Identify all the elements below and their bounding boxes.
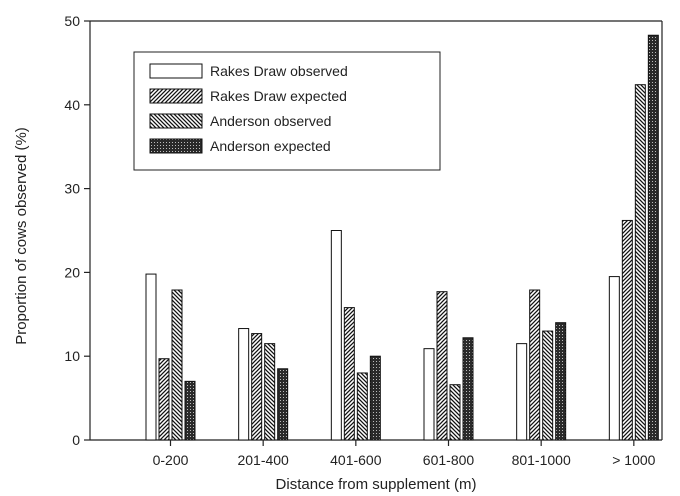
legend-items: Rakes Draw observed Rakes Draw expected An… bbox=[149, 63, 348, 154]
bar-1-4 bbox=[423, 348, 435, 441]
bar-4-4 bbox=[462, 337, 474, 441]
bar-1-3 bbox=[330, 230, 342, 441]
legend: Rakes Draw observed Rakes Draw expected An… bbox=[133, 51, 441, 171]
x-tick-label: 601-800 bbox=[423, 452, 475, 468]
x-tick-label: 401-600 bbox=[330, 452, 382, 468]
bar-1-2 bbox=[238, 328, 250, 441]
y-tick-label: 50 bbox=[64, 13, 80, 29]
x-ticks: 0-200 201-400 401-600 601-800 801-1000 > 1000 bbox=[153, 440, 656, 468]
bar-4-3 bbox=[369, 355, 381, 441]
bar-3-1 bbox=[171, 289, 183, 441]
y-tick-label: 30 bbox=[64, 181, 80, 197]
bar-2-1 bbox=[158, 358, 170, 441]
legend-label: Rakes Draw observed bbox=[210, 63, 348, 79]
bar-3-4 bbox=[449, 384, 461, 441]
bar-4-5 bbox=[555, 322, 567, 441]
bar-3-5 bbox=[542, 330, 554, 441]
bars bbox=[145, 34, 659, 441]
bar-3-3 bbox=[356, 372, 368, 441]
bar-3-2 bbox=[264, 343, 276, 441]
bar-2-5 bbox=[529, 289, 541, 441]
legend-label: Rakes Draw expected bbox=[210, 88, 347, 104]
bar-1-5 bbox=[516, 343, 528, 441]
legend-swatch bbox=[149, 63, 203, 79]
y-tick-label: 10 bbox=[64, 348, 80, 364]
bar-2-6 bbox=[621, 219, 633, 441]
x-tick-label: 801-1000 bbox=[512, 452, 571, 468]
y-tick-label: 0 bbox=[72, 432, 80, 448]
bar-4-1 bbox=[184, 380, 196, 441]
bar-4-2 bbox=[277, 368, 289, 441]
y-ticks: 0 10 20 30 40 50 bbox=[64, 13, 90, 448]
legend-swatch bbox=[149, 113, 203, 129]
bar-1-1 bbox=[145, 273, 157, 441]
bar-1-6 bbox=[608, 276, 620, 441]
y-axis: 0 10 20 30 40 50 bbox=[64, 13, 91, 448]
x-axis-title: Distance from supplement (m) bbox=[276, 476, 477, 493]
legend-swatch bbox=[149, 88, 203, 104]
y-tick-label: 20 bbox=[64, 264, 80, 280]
x-tick-label: > 1000 bbox=[612, 452, 655, 468]
bar-3-6 bbox=[634, 84, 646, 441]
x-tick-label: 0-200 bbox=[153, 452, 189, 468]
x-tick-label: 201-400 bbox=[237, 452, 289, 468]
bar-2-2 bbox=[251, 333, 263, 441]
legend-swatch bbox=[149, 138, 203, 154]
legend-label: Anderson observed bbox=[210, 113, 331, 129]
y-tick-label: 40 bbox=[64, 97, 80, 113]
bar-2-3 bbox=[343, 307, 355, 441]
y-axis-title: Proportion of cows observed (%) bbox=[13, 127, 30, 345]
bar-2-4 bbox=[436, 291, 448, 441]
bar-4-6 bbox=[647, 34, 659, 441]
legend-label: Anderson expected bbox=[210, 138, 331, 154]
x-axis: 0-200 201-400 401-600 601-800 801-1000 > 1000 bbox=[90, 439, 662, 468]
